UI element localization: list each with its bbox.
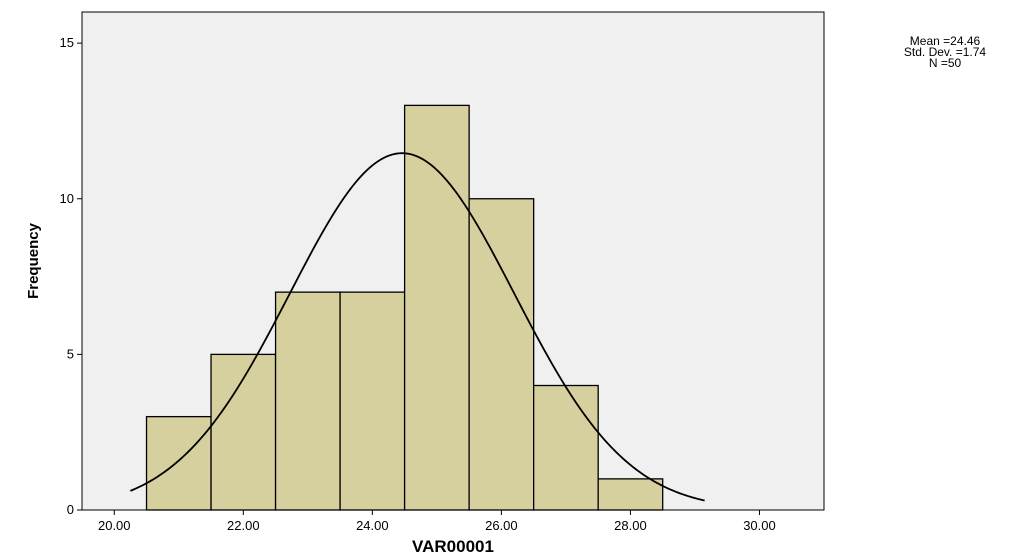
bars-layer: [145, 104, 664, 511]
axis-layer: 20.00 22.00 24.00 26.00 28.00 30.00 0 5 10 15: [60, 35, 776, 533]
histogram-bar-5: [403, 104, 470, 511]
histogram-bar-6: [468, 198, 535, 511]
y-tick-label: 5: [67, 346, 74, 361]
y-axis-title: Frequency: [25, 222, 42, 299]
x-tick-label: 24.00: [356, 518, 389, 533]
stats-summary: Mean =24.46 Std. Dev. =1.74 N =50: [860, 34, 1020, 70]
y-tick-label: 0: [67, 502, 74, 517]
histogram-bar-4: [339, 291, 406, 511]
histogram-bar-3: [274, 291, 341, 511]
x-tick-label: 20.00: [98, 518, 131, 533]
x-tick-label: 28.00: [614, 518, 647, 533]
x-tick-label: 22.00: [227, 518, 260, 533]
histogram-bar-1: [145, 415, 212, 511]
histogram-bar-8: [597, 478, 664, 511]
y-tick-label: 15: [60, 35, 74, 50]
stats-std-dev: Std. Dev. =1.74: [903, 45, 987, 59]
x-tick-label: 26.00: [485, 518, 518, 533]
stats-n: N =50: [928, 56, 962, 70]
histogram-bar-7: [533, 384, 599, 511]
y-tick-label: 10: [60, 191, 74, 206]
x-axis-title: VAR00001: [412, 537, 494, 556]
normal-curve-layer: [130, 152, 705, 502]
normal-curve: [130, 152, 705, 502]
x-tick-label: 30.00: [743, 518, 776, 533]
stats-mean: Mean =24.46: [909, 34, 981, 48]
